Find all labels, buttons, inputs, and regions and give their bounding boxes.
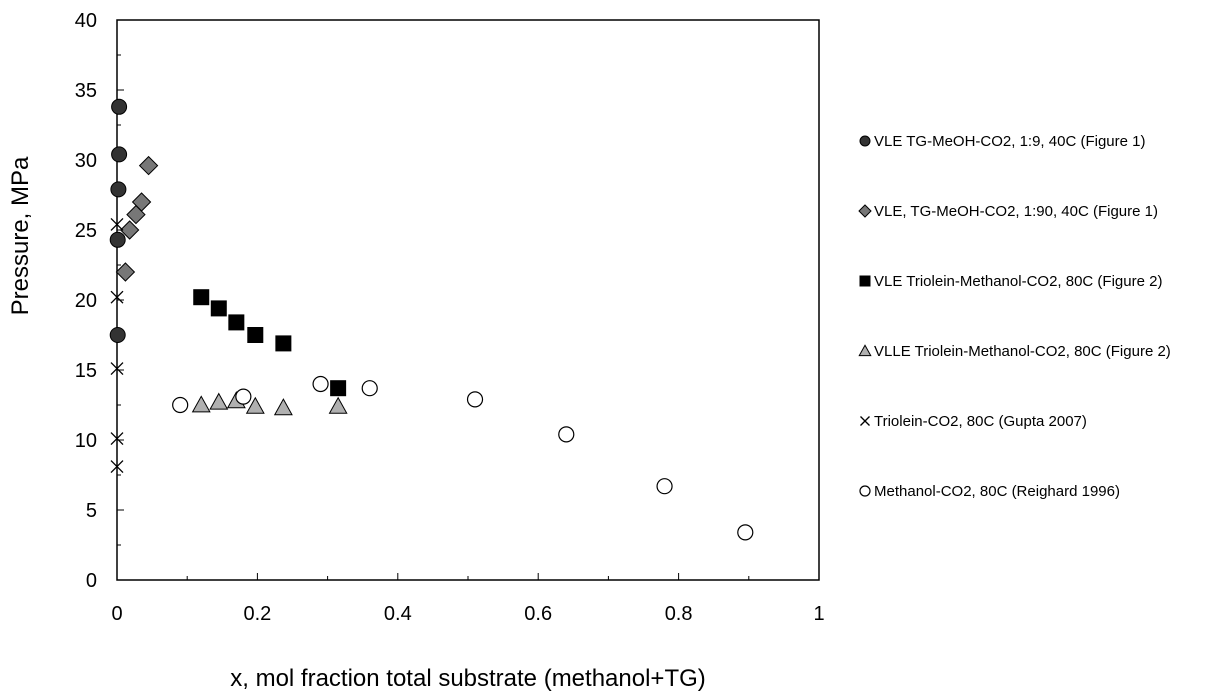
data-point: [235, 388, 252, 405]
data-point: [558, 426, 575, 443]
y-tick-label: 5: [86, 500, 97, 522]
y-tick-label: 10: [75, 430, 97, 452]
legend-item: VLE TG-MeOH-CO2, 1:9, 40C (Figure 1): [859, 133, 1145, 150]
data-point: [245, 396, 265, 414]
data-point: [312, 375, 329, 393]
x-axis: 0 0.2 0.4 0.6 0.8 1: [111, 573, 825, 625]
data-point: [209, 392, 229, 410]
legend-label: VLLE Triolein-Methanol-CO2, 80C (Figure …: [874, 343, 1171, 360]
data-point: [115, 262, 136, 282]
y-tick-label: 30: [75, 150, 97, 172]
legend-marker: [860, 416, 870, 426]
x-tick-label: 0.2: [243, 603, 271, 625]
legend: VLE TG-MeOH-CO2, 1:9, 40C (Figure 1) VLE,…: [858, 133, 1171, 500]
series-2: [115, 155, 159, 282]
data-point: [110, 432, 124, 446]
x-tick-label: 0: [111, 603, 122, 625]
data-point: [110, 217, 124, 231]
legend-marker: [859, 485, 871, 497]
data-point: [275, 335, 292, 352]
data-point: [111, 98, 128, 115]
data-point: [210, 300, 227, 317]
y-tick-label: 40: [75, 10, 97, 32]
series-4: [191, 391, 348, 416]
legend-item: VLLE Triolein-Methanol-CO2, 80C (Figure …: [858, 343, 1171, 360]
legend-label: VLE TG-MeOH-CO2, 1:9, 40C (Figure 1): [874, 133, 1145, 150]
data-point: [138, 155, 159, 176]
data-series: [109, 98, 754, 541]
data-point: [273, 398, 293, 416]
data-point: [247, 327, 264, 343]
data-point: [361, 380, 378, 397]
x-tick-label: 0.4: [384, 603, 412, 625]
x-axis-title: x, mol fraction total substrate (methano…: [230, 665, 706, 692]
data-point: [328, 396, 348, 414]
legend-label: Methanol-CO2, 80C (Reighard 1996): [874, 483, 1120, 500]
x-tick-label: 0.8: [665, 603, 693, 625]
legend-marker: [859, 275, 871, 287]
series-1: [109, 98, 128, 343]
y-axis-title: Pressure, MPa: [7, 156, 34, 315]
data-point: [110, 181, 127, 198]
x-tick-label: 1: [813, 603, 824, 625]
legend-marker: [858, 204, 872, 218]
x-tick-label: 0.6: [524, 603, 552, 625]
data-point: [126, 204, 146, 225]
series-3: [193, 289, 347, 397]
legend-item: VLE Triolein-Methanol-CO2, 80C (Figure 2…: [859, 273, 1162, 290]
data-point: [109, 231, 126, 248]
legend-item: Triolein-CO2, 80C (Gupta 2007): [860, 413, 1087, 430]
y-tick-label: 0: [86, 570, 97, 592]
data-point: [111, 146, 128, 163]
series-6: [172, 375, 754, 541]
legend-marker: [859, 135, 871, 147]
data-point: [110, 290, 124, 304]
series-5: [110, 217, 124, 474]
legend-item: VLE, TG-MeOH-CO2, 1:90, 40C (Figure 1): [858, 203, 1158, 220]
y-tick-label: 20: [75, 290, 97, 312]
legend-item: Methanol-CO2, 80C (Reighard 1996): [859, 483, 1120, 500]
data-point: [656, 478, 673, 495]
data-point: [191, 395, 211, 413]
data-point: [109, 327, 126, 343]
data-point: [110, 362, 124, 376]
data-point: [228, 314, 245, 331]
data-point: [110, 460, 124, 474]
data-point: [119, 220, 140, 240]
y-tick-label: 35: [75, 80, 97, 102]
legend-marker: [858, 344, 872, 357]
data-point: [330, 380, 347, 397]
y-tick-label: 15: [75, 360, 97, 382]
data-point: [466, 391, 484, 408]
legend-label: Triolein-CO2, 80C (Gupta 2007): [874, 413, 1087, 430]
legend-label: VLE, TG-MeOH-CO2, 1:90, 40C (Figure 1): [874, 203, 1158, 220]
y-tick-label: 25: [75, 220, 97, 242]
legend-label: VLE Triolein-Methanol-CO2, 80C (Figure 2…: [874, 273, 1162, 290]
data-point: [737, 524, 754, 541]
data-point: [193, 289, 210, 306]
plot-frame: [116, 19, 820, 581]
data-point: [172, 396, 189, 414]
